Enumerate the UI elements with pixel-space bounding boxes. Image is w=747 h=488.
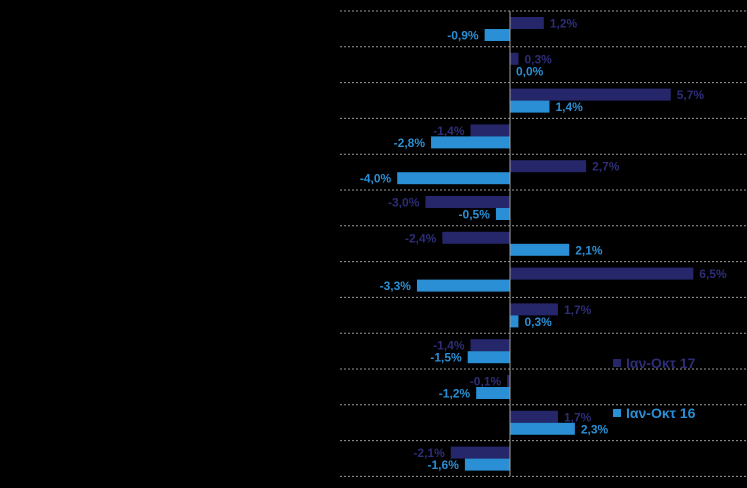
- data-label-series-2: -4,0%: [360, 172, 392, 186]
- data-label-series-1: 2,7%: [592, 160, 620, 174]
- data-label-series-1: -2,4%: [405, 231, 437, 245]
- bar-series-1: [510, 303, 558, 316]
- data-label-series-2: 2,3%: [581, 422, 609, 436]
- bar-series-1: [510, 17, 544, 29]
- data-label-series-1: 1,7%: [564, 410, 592, 424]
- bar-series-2: [495, 208, 510, 220]
- data-label-series-2: -0,9%: [447, 29, 479, 43]
- bar-series-2: [484, 29, 510, 41]
- bar-series-2: [476, 387, 510, 399]
- bar-series-1: [425, 196, 510, 208]
- data-label-series-2: -1,6%: [428, 458, 460, 472]
- legend-swatch-ian-okt-16: [613, 409, 621, 417]
- data-label-series-2: 2,1%: [575, 243, 603, 257]
- data-label-series-2: 0,3%: [524, 315, 552, 329]
- data-label-series-1: -3,0%: [388, 196, 420, 210]
- data-label-series-2: -1,2%: [439, 387, 471, 401]
- bar-series-1: [470, 124, 510, 137]
- bar-series-1: [442, 231, 510, 244]
- bar-series-1: [510, 52, 519, 65]
- legend-item-ian-okt-17: Ιαν-Οκτ 17: [613, 355, 695, 371]
- bar-series-1: [450, 446, 510, 459]
- bar-series-2: [510, 243, 570, 256]
- legend-label-ian-okt-16: Ιαν-Οκτ 16: [626, 405, 696, 421]
- legend-swatch-ian-okt-17: [613, 359, 621, 367]
- data-label-series-1: 1,2%: [550, 17, 578, 31]
- bar-series-2: [416, 279, 510, 292]
- data-label-series-1: 5,7%: [677, 88, 705, 102]
- bar-series-2: [431, 136, 510, 149]
- bar-series-2: [397, 172, 510, 185]
- bar-series-2: [510, 100, 550, 113]
- bar-series-2: [464, 458, 510, 471]
- data-label-series-1: 1,7%: [564, 303, 592, 317]
- data-label-series-1: -0,1%: [470, 375, 502, 389]
- data-label-series-1: 6,5%: [699, 267, 727, 281]
- data-label-series-2: 0,0%: [516, 64, 544, 78]
- legend-item-ian-okt-16: Ιαν-Οκτ 16: [613, 405, 695, 421]
- bar-series-1: [507, 375, 510, 387]
- data-label-series-1: -1,4%: [433, 339, 465, 353]
- bar-series-1: [510, 267, 694, 280]
- data-label-series-1: -1,4%: [433, 124, 465, 138]
- data-label-series-2: -3,3%: [380, 279, 412, 293]
- data-label-series-2: -2,8%: [394, 136, 426, 150]
- bar-series-1: [510, 160, 587, 173]
- legend-label-ian-okt-17: Ιαν-Οκτ 17: [626, 355, 696, 371]
- bar-series-2: [510, 422, 575, 435]
- bar-series-1: [510, 88, 671, 101]
- data-label-series-2: 1,4%: [555, 100, 583, 114]
- data-label-series-2: -0,5%: [459, 208, 491, 222]
- data-label-series-1: 0,3%: [524, 52, 552, 66]
- bar-series-1: [510, 410, 558, 423]
- bar-series-2: [467, 351, 510, 364]
- data-label-series-2: -1,5%: [430, 351, 462, 365]
- bar-series-1: [470, 339, 510, 352]
- data-label-series-1: -2,1%: [413, 446, 445, 460]
- bar-series-2: [510, 315, 519, 328]
